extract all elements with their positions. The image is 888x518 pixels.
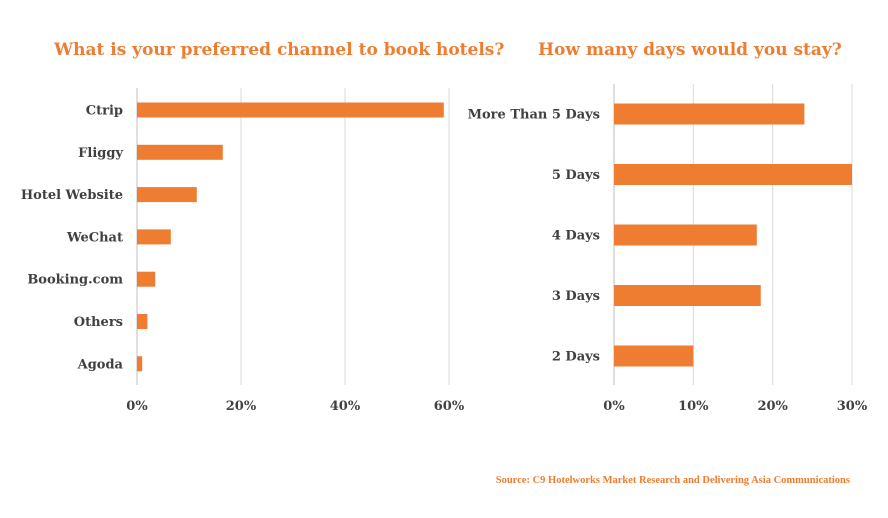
x-tick-label: 0% [603,399,625,414]
bar-more-than-5-days [614,103,805,125]
bar-5-days [614,164,852,185]
bar-4-days [614,224,757,246]
category-label-5-days: 5 Days [552,168,600,183]
x-tick-label: 10% [678,399,709,414]
left-chart-title: What is your preferred channel to book h… [54,40,505,60]
bar-others [137,314,148,329]
category-label-2-days: 2 Days [552,350,600,365]
category-label-more-than-5-days: More Than 5 Days [468,108,600,123]
x-tick-label: 20% [226,399,257,414]
left-bar-chart: 0% 20% 40% 60% Ctrip Fliggy Hotel Website WeCha… [21,88,465,414]
x-tick-label: 60% [434,399,465,414]
bar-wechat [137,229,171,245]
right-chart-title: How many days would you stay? [538,40,842,60]
right-bar-chart: 0% 10% 20% 30% More Than 5 Days 5 Days 4 Days 3… [468,84,868,414]
category-label-ctrip: Ctrip [86,104,123,119]
bar-booking-com [137,271,156,287]
category-label-others: Others [74,315,123,330]
x-tick-label: 0% [126,399,148,414]
x-tick-label: 30% [837,399,868,414]
category-label-fliggy: Fliggy [78,146,123,161]
source-note: Source: C9 Hotelworks Market Research an… [495,475,850,486]
bar-hotel-website [137,187,197,203]
x-tick-label: 20% [757,399,788,414]
bar-ctrip [137,102,444,118]
bar-3-days [614,285,761,306]
category-label-agoda: Agoda [77,357,124,372]
category-label-4-days: 4 Days [552,229,600,244]
x-tick-label: 40% [330,399,361,414]
category-label-hotel-website: Hotel Website [21,188,123,203]
bar-2-days [614,345,694,367]
bar-agoda [137,356,143,372]
category-label-booking-com: Booking.com [27,273,123,288]
bar-fliggy [137,144,223,160]
category-label-wechat: WeChat [66,230,123,245]
category-label-3-days: 3 Days [552,289,600,304]
